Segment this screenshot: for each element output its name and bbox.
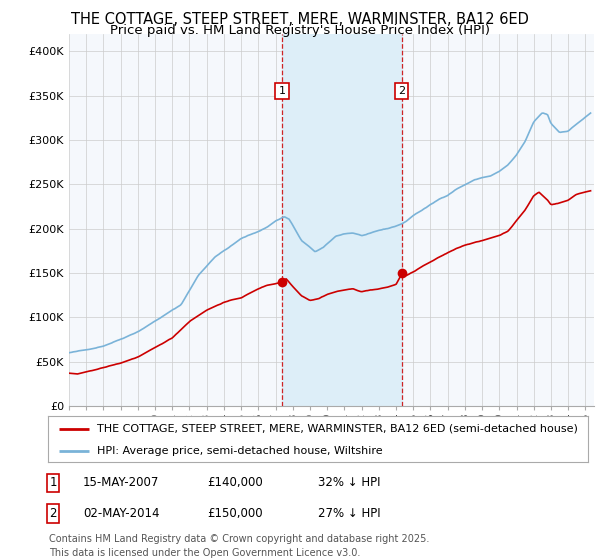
Text: Price paid vs. HM Land Registry's House Price Index (HPI): Price paid vs. HM Land Registry's House … [110, 24, 490, 37]
Text: 32% ↓ HPI: 32% ↓ HPI [318, 476, 380, 489]
Text: 02-MAY-2014: 02-MAY-2014 [83, 507, 160, 520]
Text: £150,000: £150,000 [207, 507, 263, 520]
Text: 1: 1 [49, 476, 57, 489]
Text: Contains HM Land Registry data © Crown copyright and database right 2025.
This d: Contains HM Land Registry data © Crown c… [49, 534, 430, 558]
Text: THE COTTAGE, STEEP STREET, MERE, WARMINSTER, BA12 6ED: THE COTTAGE, STEEP STREET, MERE, WARMINS… [71, 12, 529, 27]
Text: HPI: Average price, semi-detached house, Wiltshire: HPI: Average price, semi-detached house,… [97, 446, 382, 455]
Text: THE COTTAGE, STEEP STREET, MERE, WARMINSTER, BA12 6ED (semi-detached house): THE COTTAGE, STEEP STREET, MERE, WARMINS… [97, 424, 577, 434]
Text: £140,000: £140,000 [207, 476, 263, 489]
Text: 1: 1 [278, 86, 286, 96]
Text: 2: 2 [49, 507, 57, 520]
Text: 27% ↓ HPI: 27% ↓ HPI [318, 507, 380, 520]
Bar [282, 34, 402, 406]
Text: 2: 2 [398, 86, 405, 96]
Text: 15-MAY-2007: 15-MAY-2007 [83, 476, 159, 489]
